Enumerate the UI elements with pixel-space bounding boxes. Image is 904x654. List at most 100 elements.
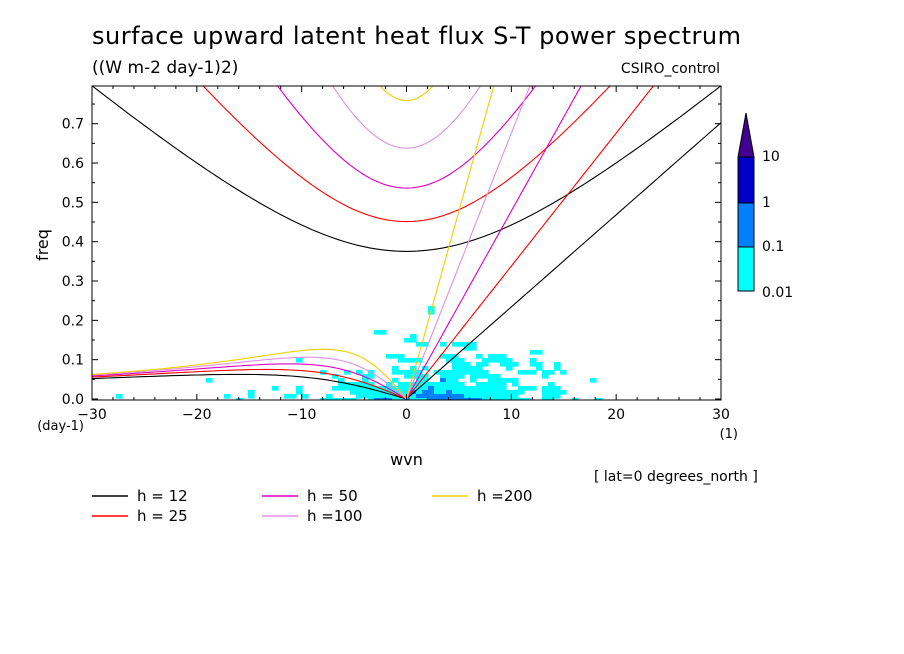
spectrum-cell [458,358,465,363]
spectrum-cell [488,378,495,383]
spectrum-cell [428,382,435,387]
legend-label: h = 50 [307,487,358,505]
spectrum-cell [440,394,447,399]
inertio-gravity-curve-h25 [202,86,611,223]
spectrum-cell [488,382,495,387]
spectrum-cell [470,398,477,400]
spectrum-cell [488,354,495,359]
spectrum-cell [344,386,351,391]
spectrum-cell [500,378,507,383]
spectrum-cell [404,386,411,391]
spectrum-cell [470,370,477,375]
spectrum-cell [470,394,477,399]
spectrum-cell [482,374,489,379]
spectrum-cell [542,390,549,395]
y-tick-label: 0.5 [62,195,84,211]
spectrum-cell [452,394,459,399]
spectrum-cell [524,370,531,375]
y-tick-label: 0.2 [62,313,84,329]
spectrum-cell [302,394,309,399]
x-tick-label: −20 [182,407,212,423]
spectrum-cell [452,366,459,371]
spectrum-cell [482,398,489,400]
inertio-gravity-curve-h100 [331,86,482,149]
inertio-gravity-curve-h12 [92,86,721,252]
kelvin-curve-h12 [406,122,721,400]
spectrum-cell [392,370,399,375]
y-tick-label: 0.6 [62,156,84,172]
spectrum-cell [500,386,507,391]
spectrum-cell [482,362,489,367]
x-tick-label: −30 [77,407,107,423]
spectrum-cell [428,386,435,391]
spectrum-cell [506,362,513,367]
spectrum-cell [452,370,459,375]
spectrum-cell [236,398,243,400]
spectrum-cell [464,362,471,367]
spectrum-cell [458,394,465,399]
spectrum-cell [416,394,423,399]
spectrum-cell [560,370,567,375]
spectrum-cell [464,366,471,371]
spectrum-cell [374,398,381,400]
spectrum-cell [440,374,447,379]
spectrum-cell [548,394,555,399]
x-axis-unit: (1) [720,427,738,442]
spectrum-cell [374,390,381,395]
spectrum-cell [452,382,459,387]
spectrum-cell [506,358,513,363]
inertio-gravity-curve-h200 [379,86,434,102]
spectrum-cell [482,386,489,391]
spectrum-cell [446,378,453,383]
spectrum-cell [512,398,519,400]
spectrum-cell [494,390,501,395]
spectrum-cell [488,374,495,379]
legend: h = 12 h = 25 h = 50 h =100 h =200 [92,487,532,525]
spectrum-cell [500,382,507,387]
spectrum-cell [344,382,351,387]
rossby-curve-h100 [92,356,407,400]
spectrum-cell [368,398,375,400]
spectrum-cell [494,354,501,359]
spectrum-cell [470,374,477,379]
chart-title: surface upward latent heat flux S-T powe… [92,22,742,50]
spectrum-cell [410,358,417,363]
spectrum-cell [404,374,411,379]
spectrum-cell [500,398,507,400]
spectrum-cell [296,386,303,391]
spectrum-cell [530,350,537,355]
spectrum-cell [326,394,333,399]
spectrum-cell [446,370,453,375]
y-tick-label: 0.4 [62,235,84,251]
spectrum-cell [548,390,555,395]
spectrum-cell [422,382,429,387]
spectrum-cell [380,330,387,335]
spectrum-cell [494,386,501,391]
spectrum-cell [428,310,435,315]
spectrum-cell [338,398,345,400]
spectrum-cell [512,378,519,383]
spectrum-cell [458,366,465,371]
spectrum-cell [398,386,405,391]
spectrum-cell [470,346,477,351]
spectrum-cell [458,398,465,400]
spectrum-cell [452,358,459,363]
spectrum-cell [488,390,495,395]
spectrum-cell [434,390,441,395]
spectrum-cell [554,386,561,391]
x-axis-label: wvn [390,450,423,469]
spectrum-cell [476,362,483,367]
spectrum-cell [350,386,357,391]
spectrum-cell [536,366,543,371]
spectrum-cell [464,390,471,395]
spectrum-cell [446,394,453,399]
legend-label: h = 25 [137,507,188,525]
spectrum-cell [536,350,543,355]
spectrum-cell [368,394,375,399]
spectrum-cell [440,390,447,395]
spectrum-cell [338,378,345,383]
spectrum-cell [542,394,549,399]
spectrum-cell [332,386,339,391]
spectrum-cell [434,398,441,400]
y-axis-label: freq [33,229,52,261]
